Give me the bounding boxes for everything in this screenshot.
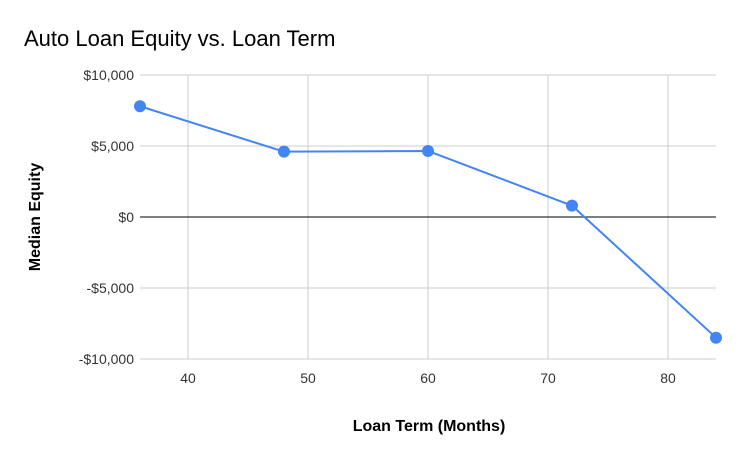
- data-point[interactable]: [710, 331, 722, 344]
- x-axis-title: Loan Term (Months): [353, 418, 506, 435]
- tick-layer: $10,000 $5,000 $0 -$5,000 -$10,000 40 50 60 70 80: [79, 67, 676, 386]
- data-point[interactable]: [422, 144, 434, 157]
- series-layer: [134, 100, 722, 344]
- data-point[interactable]: [566, 199, 578, 212]
- y-tick-label: -$5,000: [87, 280, 135, 296]
- x-tick-label: 80: [660, 370, 676, 386]
- x-tick-label: 70: [540, 370, 556, 386]
- data-point[interactable]: [278, 145, 290, 158]
- x-tick-label: 50: [300, 370, 316, 386]
- data-point[interactable]: [134, 100, 146, 113]
- y-tick-label: $5,000: [91, 138, 134, 154]
- y-tick-label: $10,000: [83, 67, 134, 83]
- y-axis-title: Median Equity: [27, 163, 44, 272]
- y-tick-label: $0: [118, 209, 134, 225]
- x-tick-label: 40: [180, 370, 196, 386]
- chart-title: Auto Loan Equity vs. Loan Term: [24, 26, 335, 51]
- x-tick-label: 60: [420, 370, 436, 386]
- y-tick-label: -$10,000: [79, 351, 134, 367]
